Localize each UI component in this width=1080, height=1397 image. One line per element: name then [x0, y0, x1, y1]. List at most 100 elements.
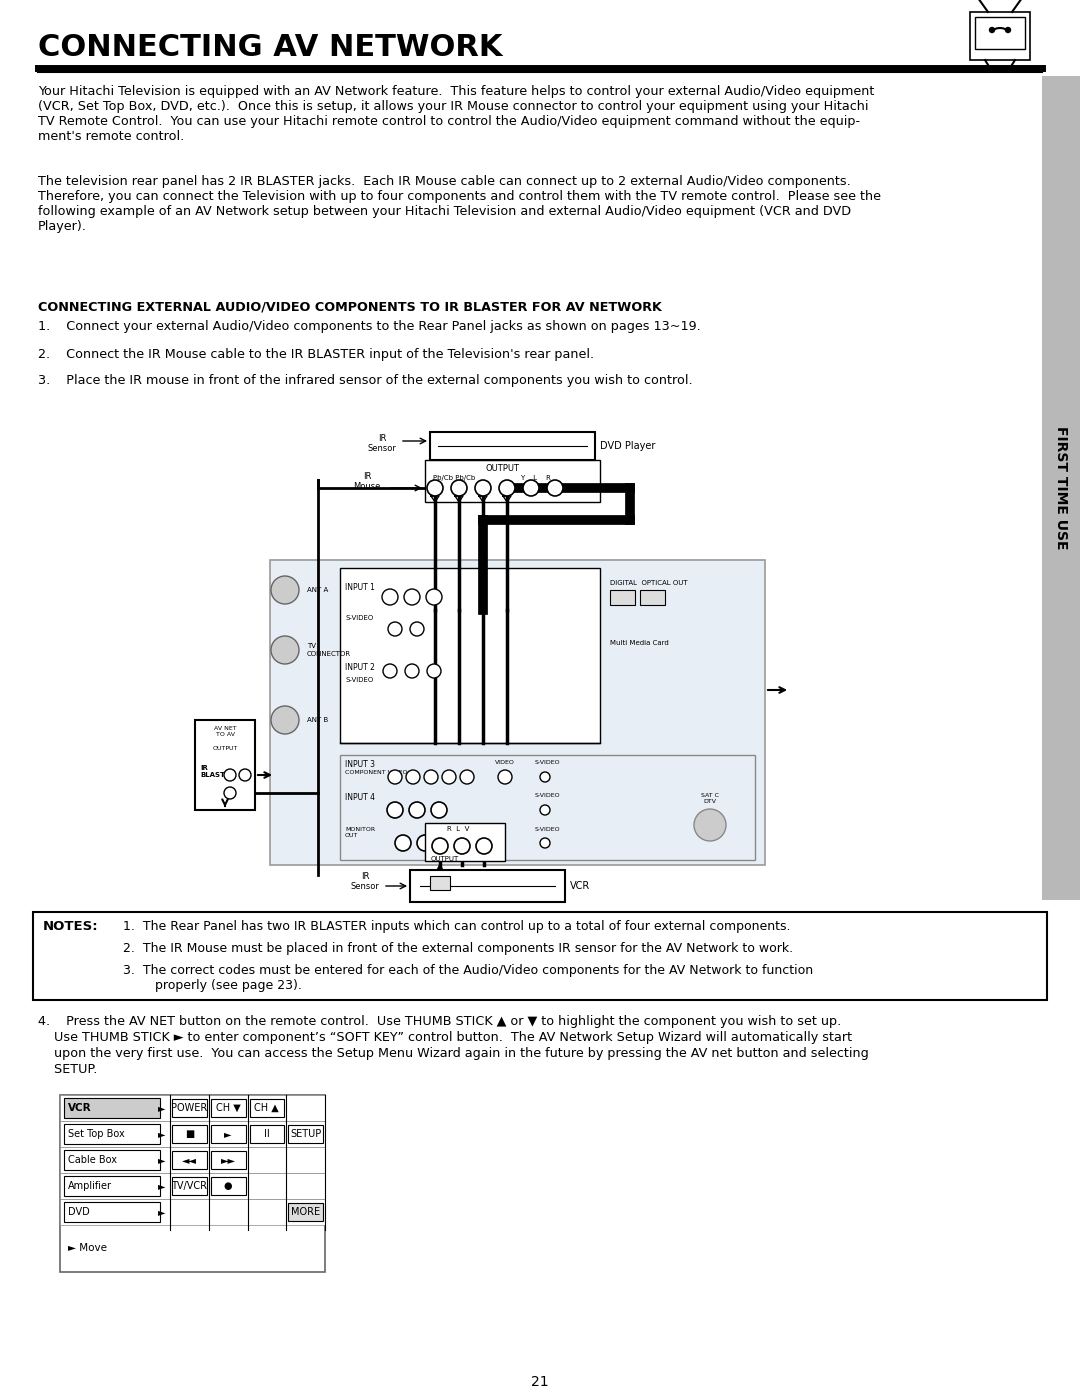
Circle shape [540, 805, 550, 814]
Circle shape [382, 590, 399, 605]
Circle shape [410, 622, 424, 636]
Text: VCR: VCR [68, 1104, 92, 1113]
Text: S-VIDEO: S-VIDEO [535, 793, 561, 798]
Text: ►: ► [159, 1155, 165, 1165]
Circle shape [405, 664, 419, 678]
Text: INPUT 2: INPUT 2 [345, 664, 375, 672]
Circle shape [271, 576, 299, 604]
Circle shape [271, 636, 299, 664]
Text: Pb/Cb Pb/Cb: Pb/Cb Pb/Cb [433, 475, 475, 481]
Circle shape [224, 768, 237, 781]
Text: POWER: POWER [172, 1104, 207, 1113]
Bar [640, 590, 665, 605]
Text: TV/VCR: TV/VCR [172, 1180, 207, 1192]
Bar [211, 1178, 245, 1194]
Bar [60, 1095, 325, 1120]
Text: CH ▼: CH ▼ [216, 1104, 241, 1113]
Text: TV
CONNECTOR: TV CONNECTOR [307, 644, 351, 657]
Bar [33, 912, 1047, 1000]
Circle shape [431, 802, 447, 819]
Text: ANT A: ANT A [307, 587, 328, 592]
Bar [172, 1178, 206, 1194]
Bar [64, 1176, 160, 1196]
Text: Your Hitachi Television is equipped with an AV Network feature.  This feature he: Your Hitachi Television is equipped with… [38, 85, 875, 142]
Text: ►: ► [225, 1129, 232, 1139]
Text: Cable Box: Cable Box [68, 1155, 117, 1165]
Text: Y    L    R: Y L R [519, 475, 551, 481]
Bar [64, 1150, 160, 1171]
Bar [975, 17, 1025, 49]
Circle shape [498, 770, 512, 784]
Text: 2.  The IR Mouse must be placed in front of the external components IR sensor fo: 2. The IR Mouse must be placed in front … [123, 942, 793, 956]
Text: OUTPUT: OUTPUT [486, 464, 519, 474]
Circle shape [271, 705, 299, 733]
Bar [60, 1095, 325, 1271]
Bar [410, 870, 565, 902]
Circle shape [388, 770, 402, 784]
Circle shape [383, 664, 397, 678]
Text: VIDEO: VIDEO [495, 760, 515, 766]
Circle shape [395, 835, 411, 851]
Bar [60, 1147, 325, 1173]
Text: CONNECTING EXTERNAL AUDIO/VIDEO COMPONENTS TO IR BLASTER FOR AV NETWORK: CONNECTING EXTERNAL AUDIO/VIDEO COMPONEN… [38, 300, 662, 313]
Bar [211, 1099, 245, 1118]
Text: 21: 21 [531, 1375, 549, 1389]
Text: ●: ● [224, 1180, 232, 1192]
Circle shape [432, 838, 448, 854]
Bar [970, 13, 1030, 60]
Text: CONNECTING AV NETWORK: CONNECTING AV NETWORK [38, 34, 502, 61]
Text: MONITOR
OUT: MONITOR OUT [345, 827, 375, 838]
Bar [172, 1099, 206, 1118]
Text: ► Move: ► Move [68, 1243, 107, 1253]
Bar [340, 569, 600, 743]
Text: 2.    Connect the IR Mouse cable to the IR BLASTER input of the Television's rea: 2. Connect the IR Mouse cable to the IR … [38, 348, 594, 360]
Bar [64, 1201, 160, 1222]
Text: Multi Media Card: Multi Media Card [610, 640, 669, 645]
Circle shape [989, 28, 995, 32]
Circle shape [442, 770, 456, 784]
Text: ►: ► [159, 1104, 165, 1113]
Text: DVD: DVD [68, 1207, 90, 1217]
Bar [172, 1125, 206, 1143]
Text: SETUP: SETUP [291, 1129, 321, 1139]
Text: ►►: ►► [220, 1155, 235, 1165]
Circle shape [460, 770, 474, 784]
Bar [1042, 75, 1080, 900]
Circle shape [387, 802, 403, 819]
Text: CH ▲: CH ▲ [255, 1104, 280, 1113]
Text: Amplifier: Amplifier [68, 1180, 112, 1192]
Circle shape [540, 773, 550, 782]
Bar [288, 1203, 323, 1221]
Text: MORE: MORE [292, 1207, 320, 1217]
Text: IR
Mouse: IR Mouse [341, 912, 368, 932]
Bar [426, 823, 505, 861]
Text: IR
Mouse: IR Mouse [353, 472, 380, 492]
Text: 3.  The correct codes must be entered for each of the Audio/Video components for: 3. The correct codes must be entered for… [123, 964, 813, 992]
Bar [211, 1151, 245, 1169]
Bar [64, 1125, 160, 1144]
Circle shape [427, 481, 443, 496]
Bar [426, 460, 600, 502]
Circle shape [499, 481, 515, 496]
Bar [195, 719, 255, 810]
Text: 4.    Press the AV NET button on the remote control.  Use THUMB STICK ▲ or ▼ to : 4. Press the AV NET button on the remote… [38, 1016, 841, 1028]
Circle shape [546, 481, 563, 496]
Circle shape [427, 664, 441, 678]
Bar [64, 1098, 160, 1118]
Bar [288, 1125, 323, 1143]
Circle shape [540, 838, 550, 848]
Circle shape [1005, 28, 1011, 32]
Bar [172, 1151, 206, 1169]
Text: 1.    Connect your external Audio/Video components to the Rear Panel jacks as sh: 1. Connect your external Audio/Video com… [38, 320, 701, 332]
Circle shape [451, 481, 467, 496]
Text: II: II [264, 1129, 270, 1139]
Circle shape [454, 838, 470, 854]
Text: IR
Sensor: IR Sensor [351, 872, 379, 891]
Bar [249, 1125, 284, 1143]
Text: SETUP.: SETUP. [38, 1063, 97, 1076]
Text: INPUT 1: INPUT 1 [345, 583, 375, 592]
Bar [610, 590, 635, 605]
Text: OUTPUT: OUTPUT [431, 856, 459, 862]
Text: S-VIDEO: S-VIDEO [535, 827, 561, 833]
Text: DVD Player: DVD Player [600, 441, 656, 451]
